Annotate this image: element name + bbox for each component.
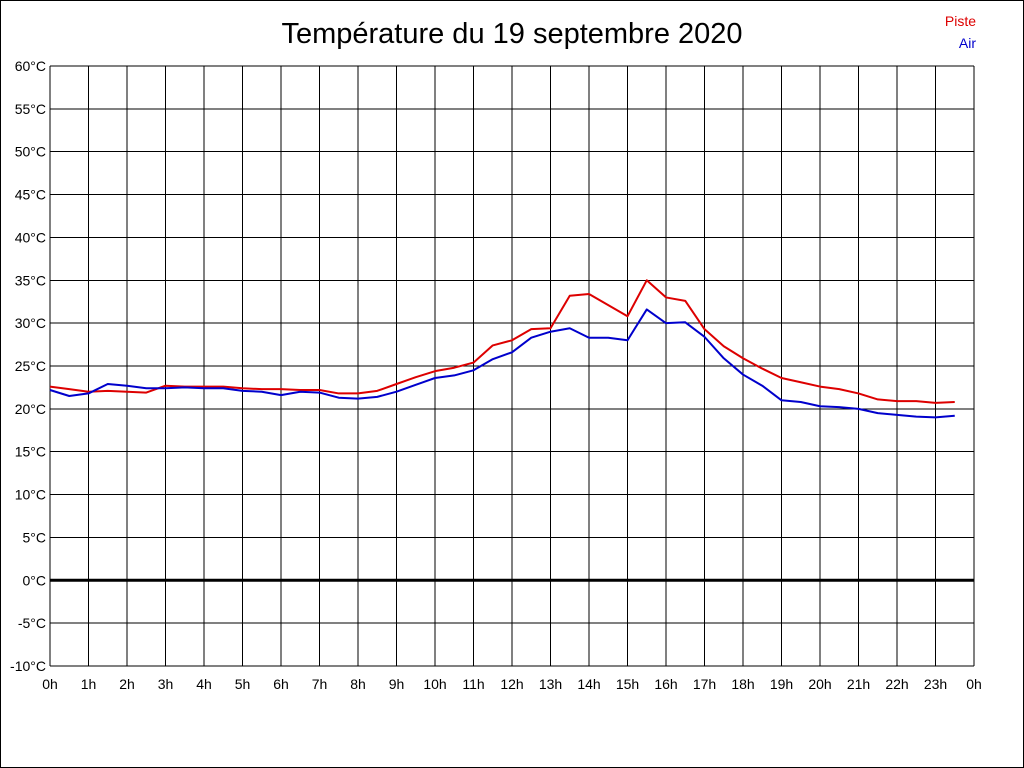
x-tick-label: 2h bbox=[119, 676, 135, 692]
y-tick-label: 60°C bbox=[15, 58, 46, 74]
x-tick-label: 20h bbox=[808, 676, 831, 692]
x-tick-label: 10h bbox=[423, 676, 446, 692]
chart-title: Température du 19 septembre 2020 bbox=[281, 18, 743, 50]
x-tick-label: 0h bbox=[966, 676, 982, 692]
y-tick-label: -5°C bbox=[18, 615, 46, 631]
series-line-piste bbox=[49, 279, 955, 404]
x-tick-label: 0h bbox=[42, 676, 58, 692]
x-tick-label: 3h bbox=[158, 676, 174, 692]
x-tick-label: 9h bbox=[389, 676, 405, 692]
x-tick-label: 16h bbox=[654, 676, 677, 692]
y-tick-label: 30°C bbox=[15, 315, 46, 331]
x-tick-label: 17h bbox=[693, 676, 716, 692]
x-tick-label: 6h bbox=[273, 676, 289, 692]
x-tick-label: 21h bbox=[847, 676, 870, 692]
legend-piste: Piste bbox=[944, 13, 976, 29]
x-tick-label: 1h bbox=[81, 676, 97, 692]
x-tick-label: 19h bbox=[770, 676, 793, 692]
y-tick-label: 25°C bbox=[15, 358, 46, 374]
y-tick-label: 40°C bbox=[15, 229, 46, 245]
x-tick-label: 14h bbox=[577, 676, 600, 692]
y-tick-label: 35°C bbox=[15, 272, 46, 288]
x-tick-label: 11h bbox=[462, 676, 484, 692]
y-tick-label: 0°C bbox=[23, 572, 47, 588]
y-tick-label: 5°C bbox=[23, 529, 47, 545]
x-tick-label: 23h bbox=[924, 676, 947, 692]
x-tick-label: 4h bbox=[196, 676, 212, 692]
y-tick-label: 45°C bbox=[15, 187, 46, 203]
x-tick-label: 18h bbox=[731, 676, 754, 692]
y-tick-label: 15°C bbox=[15, 444, 46, 460]
x-tick-label: 22h bbox=[885, 676, 908, 692]
legend-air: Air bbox=[958, 35, 976, 51]
x-tick-label: 8h bbox=[350, 676, 366, 692]
x-tick-label: 13h bbox=[539, 676, 562, 692]
y-tick-label: 50°C bbox=[15, 144, 46, 160]
x-tick-label: 12h bbox=[500, 676, 523, 692]
y-tick-label: 20°C bbox=[15, 401, 46, 417]
y-tick-label: -10°C bbox=[10, 658, 46, 674]
series-line-air bbox=[49, 308, 955, 419]
x-tick-label: 7h bbox=[312, 676, 328, 692]
x-tick-label: 5h bbox=[235, 676, 251, 692]
y-tick-label: 10°C bbox=[15, 487, 46, 503]
x-tick-label: 15h bbox=[616, 676, 639, 692]
y-tick-label: 55°C bbox=[15, 101, 46, 117]
